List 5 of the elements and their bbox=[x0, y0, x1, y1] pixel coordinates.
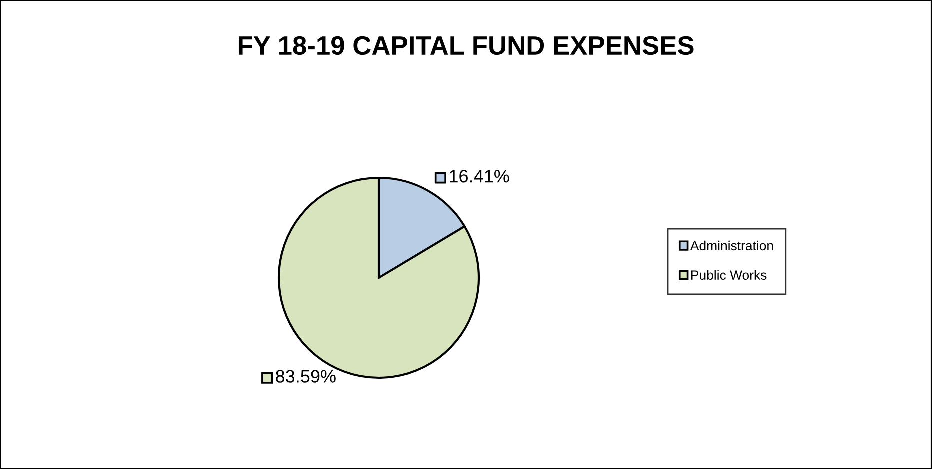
legend-label: Public Works bbox=[692, 270, 767, 280]
legend-label: Administration bbox=[690, 240, 774, 251]
data-label: 83.59% bbox=[276, 370, 336, 383]
data-label: 16.41% bbox=[450, 170, 510, 183]
chart-title: FY 18-19 CAPITAL FUND EXPENSES bbox=[238, 36, 694, 56]
